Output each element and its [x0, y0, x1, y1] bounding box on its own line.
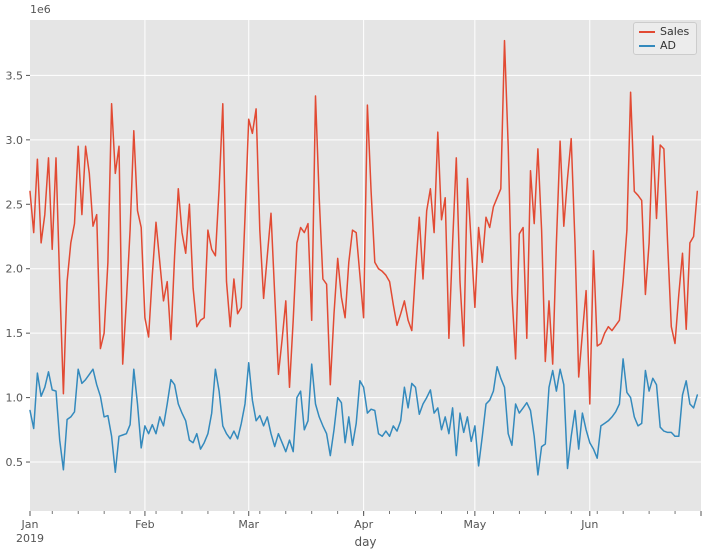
legend: Sales AD: [633, 22, 697, 55]
legend-item-ad: AD: [639, 39, 691, 52]
ad-line-swatch: [639, 44, 655, 47]
legend-label-ad: AD: [660, 39, 676, 52]
tick-marks: [26, 74, 702, 516]
x-tick-label: Jun: [580, 518, 598, 531]
y-tick-label: 2.0: [6, 263, 24, 276]
x-tick-label: Feb: [135, 518, 154, 531]
series-line-ad: [29, 358, 699, 476]
y-axis-offset-label: 1e6: [30, 3, 51, 16]
x-axis-label: day: [354, 535, 376, 549]
y-tick-label: 2.5: [6, 198, 24, 211]
plot-area: [30, 20, 701, 511]
sales-line-swatch: [639, 30, 655, 33]
y-tick-label: 1.0: [6, 392, 24, 405]
x-tick-label: Jan: [21, 518, 39, 531]
y-tick-label: 0.5: [6, 456, 24, 469]
x-tick-label: May: [463, 518, 486, 531]
y-tick-label: 1.5: [6, 327, 24, 340]
x-tick-year-label: 2019: [16, 532, 44, 545]
x-tick-label: Mar: [238, 518, 259, 531]
series-line-sales: [29, 39, 699, 405]
legend-label-sales: Sales: [660, 25, 690, 38]
y-tick-label: 3.5: [6, 69, 24, 82]
x-tick-label: Apr: [354, 518, 374, 531]
y-tick-label: 3.0: [6, 134, 24, 147]
legend-item-sales: Sales: [639, 25, 691, 38]
